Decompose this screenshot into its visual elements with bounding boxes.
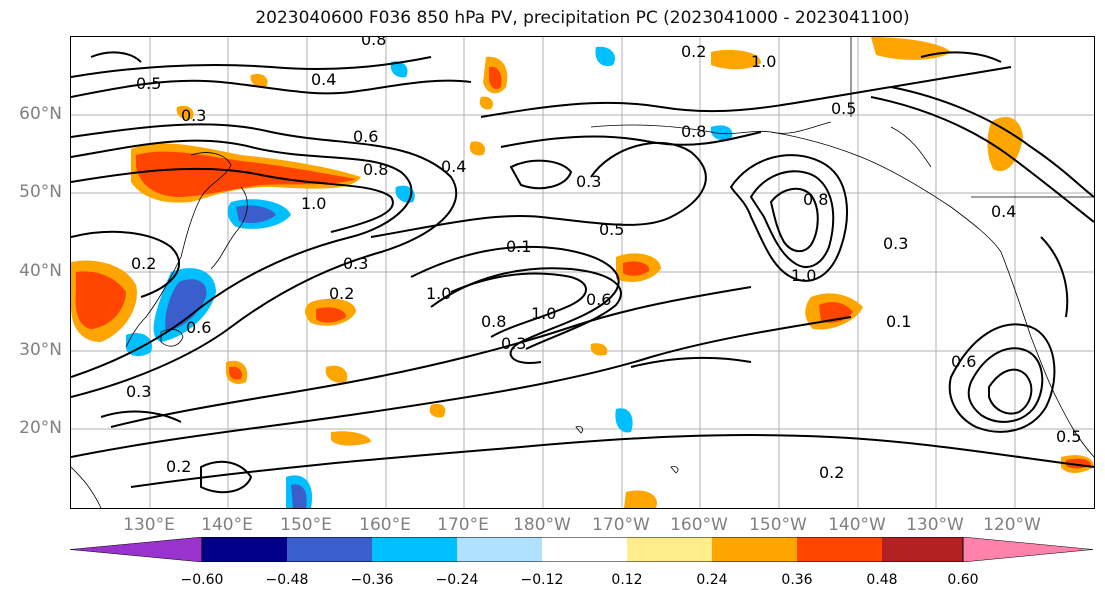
- contour-label: 0.2: [166, 457, 191, 476]
- contour-label: 1.0: [791, 266, 816, 285]
- contour-label: 0.2: [681, 42, 706, 61]
- precipitation-shading: [71, 37, 1094, 508]
- contour-label: 0.6: [951, 352, 976, 371]
- lon-label: 170°E: [437, 515, 489, 535]
- contour-label: 1.0: [751, 52, 776, 71]
- contour-label: 0.8: [803, 190, 828, 209]
- contour-label: 0.6: [586, 290, 611, 309]
- lon-label: 130°E: [123, 515, 175, 535]
- lat-label: 30°N: [19, 340, 62, 360]
- lon-label: 150°E: [280, 515, 332, 535]
- colorbar-extend-max: [962, 537, 1093, 562]
- contour-label: 0.6: [353, 127, 378, 146]
- contour-label: 0.2: [329, 284, 354, 303]
- colorbar-segment: [202, 537, 287, 562]
- contour-label: 0.4: [311, 70, 336, 89]
- contour-label: 0.3: [501, 334, 526, 353]
- contour-label: 0.2: [819, 463, 844, 482]
- coastlines: [71, 37, 1094, 508]
- contour-label: 0.3: [181, 106, 206, 125]
- contour-label: 0.3: [343, 254, 368, 273]
- contour-label: 1.0: [301, 194, 326, 213]
- contour-label: 0.8: [361, 37, 386, 49]
- colorbar-tick: −0.48: [265, 572, 309, 588]
- colorbar-segment: [287, 537, 372, 562]
- contour-label: 0.8: [681, 122, 706, 141]
- colorbar-tick: −0.24: [435, 572, 479, 588]
- graticule: [71, 37, 1094, 508]
- contour-label: 0.6: [186, 318, 211, 337]
- colorbar-segment: [797, 537, 882, 562]
- contour-label: 0.4: [991, 202, 1016, 221]
- lon-label: 160°E: [359, 515, 411, 535]
- lat-label: 20°N: [19, 418, 62, 438]
- colorbar-segment: [372, 537, 457, 562]
- contour-label: 0.2: [131, 254, 156, 273]
- lon-label: 170°W: [592, 515, 650, 535]
- colorbar-extend-min: [70, 537, 203, 562]
- contour-label: 1.0: [426, 284, 451, 303]
- colorbar-tick: 0.24: [696, 572, 728, 588]
- figure-title: 2023040600 F036 850 hPa PV, precipitatio…: [255, 8, 910, 28]
- colorbar-segment: [542, 537, 627, 562]
- contour-label: 0.4: [441, 157, 466, 176]
- lon-label: 180°W: [513, 515, 571, 535]
- lon-label: 160°W: [670, 515, 728, 535]
- contour-label: 0.8: [481, 312, 506, 331]
- colorbar-segment: [712, 537, 797, 562]
- colorbar-tick: −0.12: [520, 572, 564, 588]
- colorbar-tick: 0.36: [781, 572, 813, 588]
- colorbar: [70, 537, 1093, 562]
- contour-label: 0.3: [576, 172, 601, 191]
- contour-label: 0.5: [1056, 427, 1081, 446]
- map-canvas: 0.8 0.5 0.4 0.3 0.6 0.8 0.4 0.2 1.0 0.3 …: [71, 37, 1094, 508]
- lon-label: 140°E: [201, 515, 253, 535]
- colorbar-tick: 0.48: [866, 572, 898, 588]
- lat-label: 60°N: [19, 104, 62, 124]
- contour-label: 0.1: [886, 312, 911, 331]
- contour-label: 0.5: [136, 74, 161, 93]
- map-panel: 0.8 0.5 0.4 0.3 0.6 0.8 0.4 0.2 1.0 0.3 …: [70, 36, 1095, 509]
- colorbar-tick: 0.60: [947, 572, 979, 588]
- lon-label: 140°W: [828, 515, 886, 535]
- colorbar-tick: −0.60: [180, 572, 224, 588]
- lon-label: 130°W: [906, 515, 964, 535]
- pv-contours: [71, 51, 1094, 494]
- colorbar-segment: [882, 537, 963, 562]
- contour-label: 0.3: [126, 382, 151, 401]
- colorbar-segment: [627, 537, 712, 562]
- colorbar-tick: −0.36: [350, 572, 394, 588]
- lat-label: 50°N: [19, 182, 62, 202]
- contour-label: 0.1: [506, 237, 531, 256]
- contour-label: 0.3: [883, 234, 908, 253]
- lat-label: 40°N: [19, 261, 62, 281]
- contour-label: 0.5: [831, 99, 856, 118]
- lon-label: 120°W: [983, 515, 1041, 535]
- contour-label: 1.0: [531, 304, 556, 323]
- contour-labels: 0.8 0.5 0.4 0.3 0.6 0.8 0.4 0.2 1.0 0.3 …: [126, 37, 1081, 482]
- contour-label: 0.5: [599, 220, 624, 239]
- colorbar-tick: 0.12: [611, 572, 643, 588]
- contour-label: 0.8: [363, 160, 388, 179]
- lon-label: 150°W: [749, 515, 807, 535]
- colorbar-segment: [457, 537, 542, 562]
